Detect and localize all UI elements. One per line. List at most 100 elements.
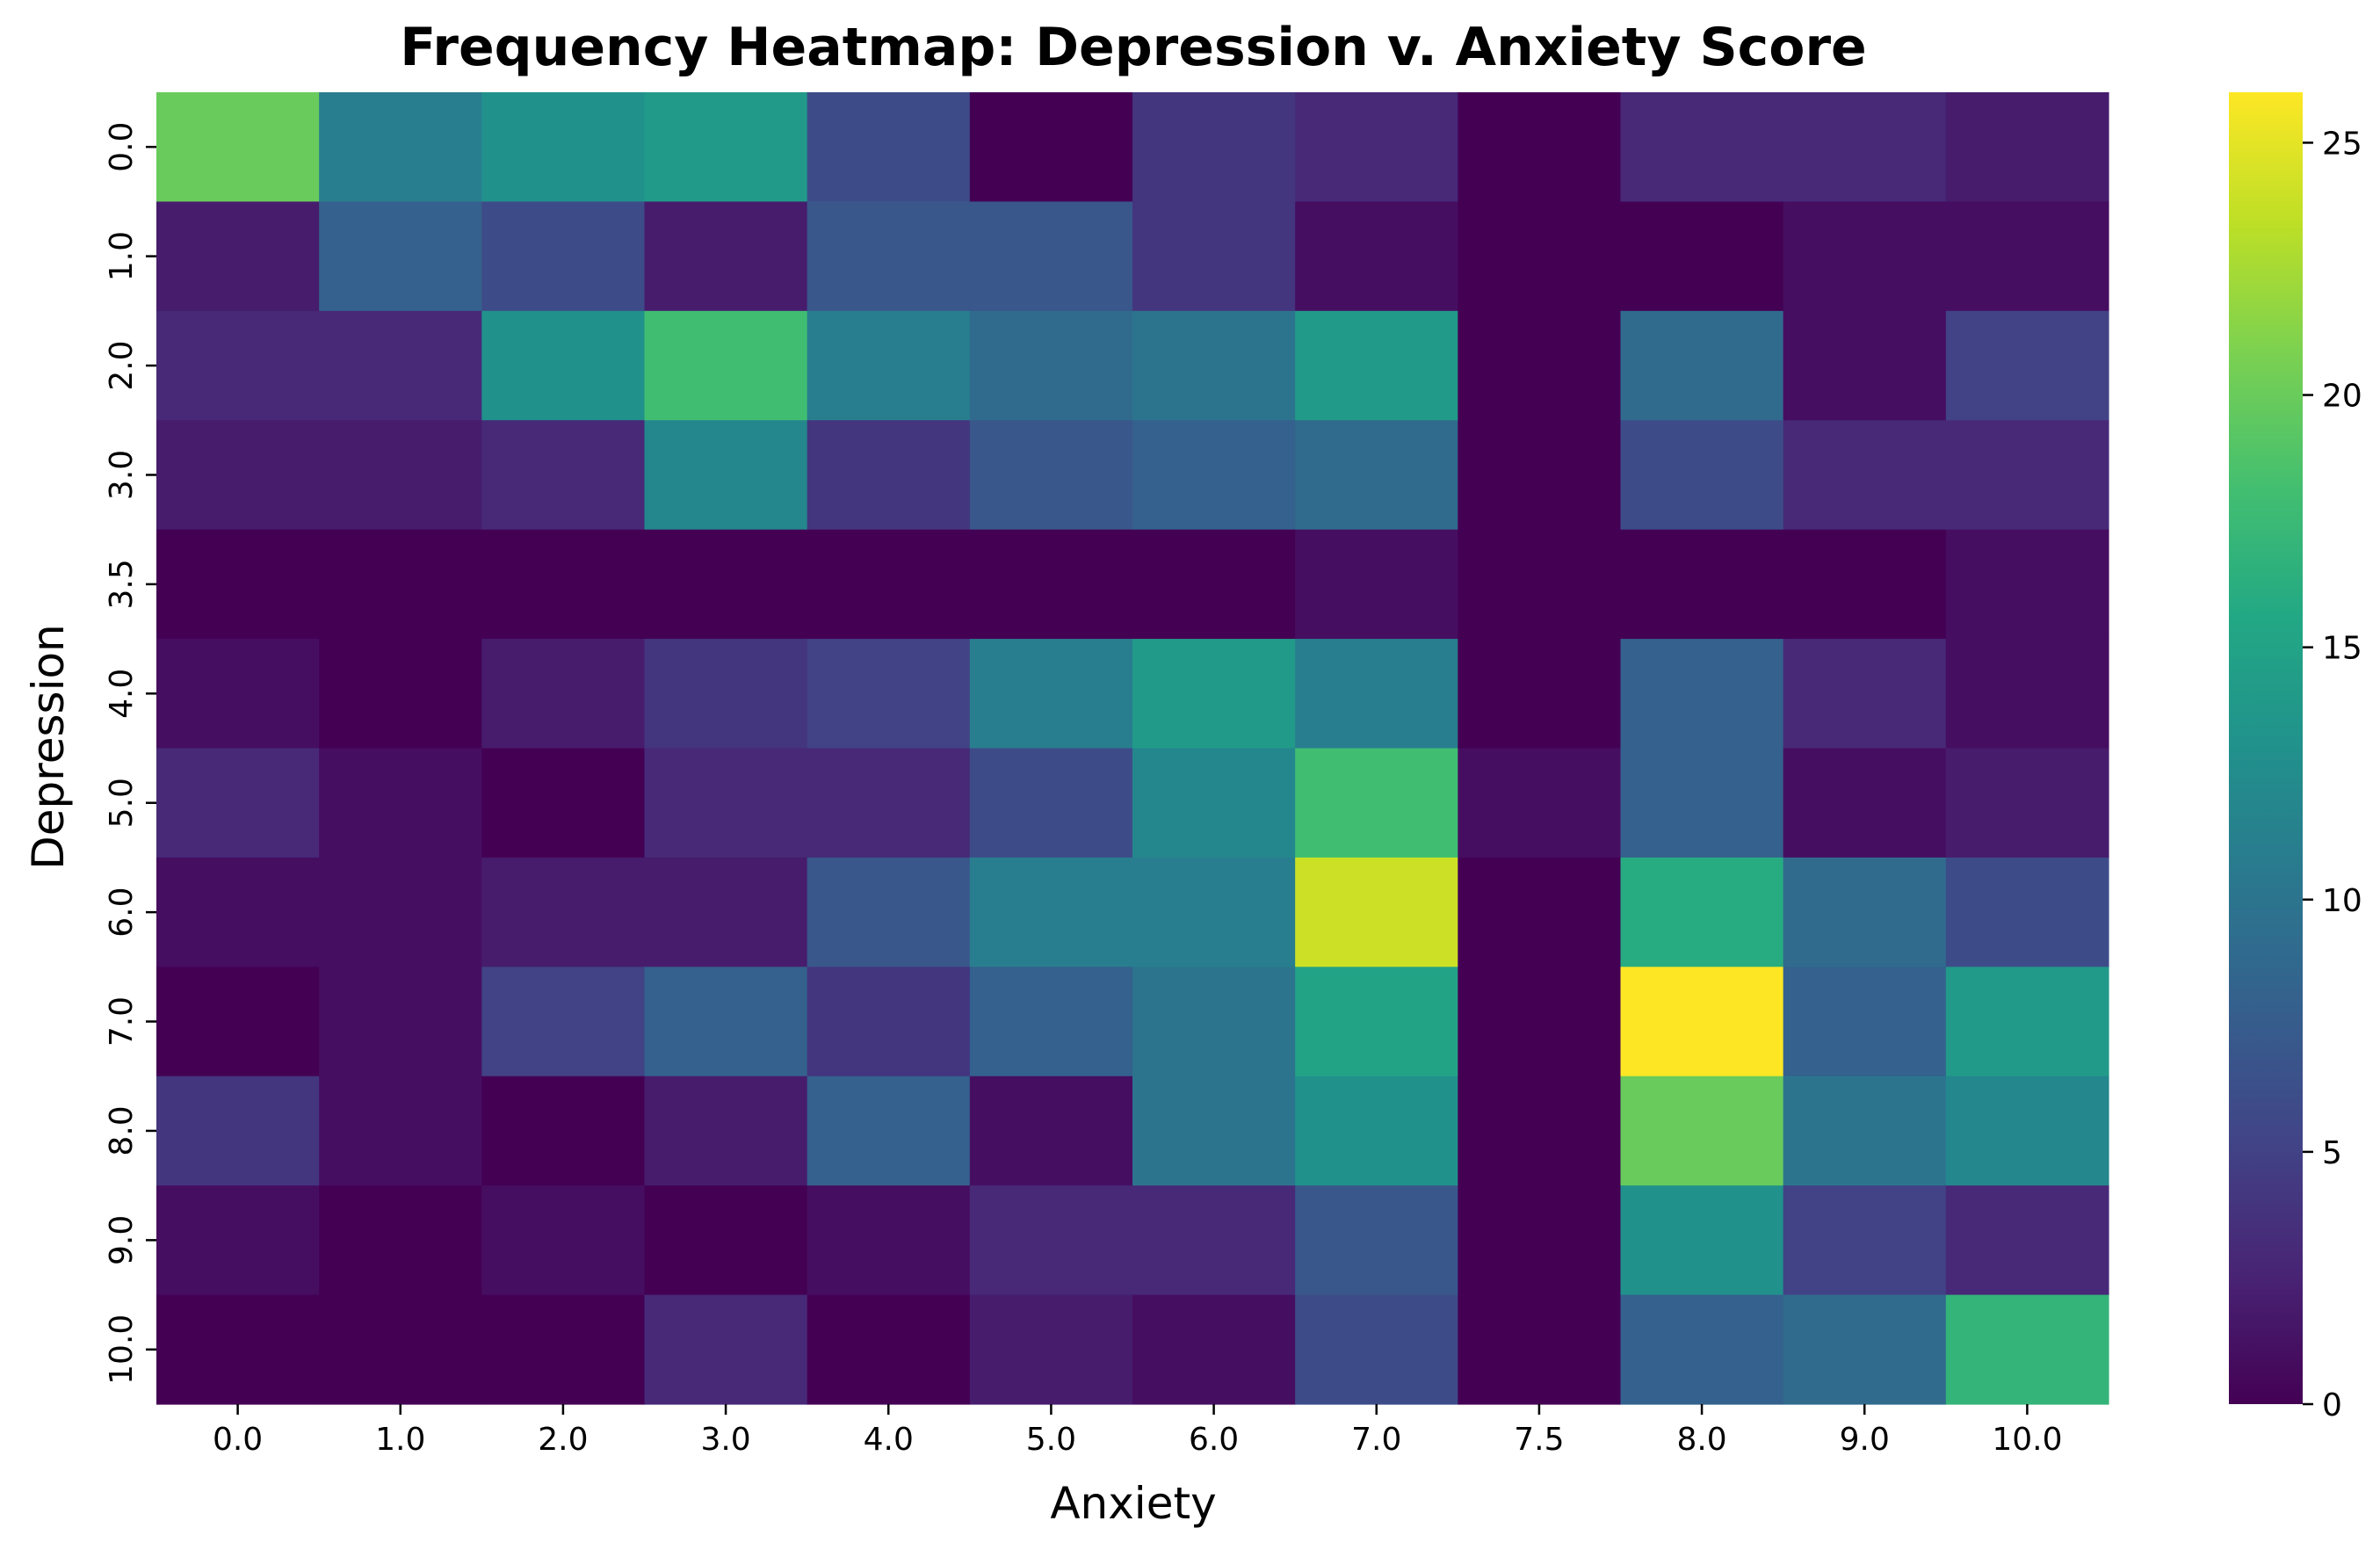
heatmap-cell	[1945, 529, 2109, 640]
heatmap-cell	[1132, 310, 1296, 421]
heatmap-cell	[644, 639, 808, 750]
y-tick-label: 2.0	[104, 340, 140, 390]
y-tick-label: 6.0	[104, 887, 140, 937]
heatmap-cell	[969, 420, 1133, 531]
heatmap-cell	[969, 1076, 1133, 1186]
heatmap-cell	[1620, 420, 1784, 531]
heatmap-cell	[1783, 92, 1947, 203]
heatmap-cell	[1295, 1294, 1458, 1405]
colorbar-tick-label: 20	[2322, 379, 2362, 415]
heatmap-cell	[1458, 748, 1622, 858]
heatmap-cell	[319, 1185, 482, 1296]
heatmap-cell	[1945, 1294, 2109, 1405]
x-tick-label: 4.0	[864, 1422, 914, 1458]
heatmap-cell	[1132, 420, 1296, 531]
heatmap-cell	[481, 1185, 646, 1296]
heatmap-cell	[1132, 1076, 1296, 1186]
heatmap-cell	[807, 748, 971, 858]
heatmap-cell	[1458, 1185, 1622, 1296]
heatmap-cell	[319, 1294, 482, 1405]
heatmap-cell	[807, 639, 971, 750]
heatmap-cell	[1458, 1294, 1622, 1405]
x-tick-label: 3.0	[700, 1422, 750, 1458]
heatmap-cell	[481, 639, 646, 750]
heatmap-cell	[1295, 92, 1458, 203]
heatmap-cell	[481, 310, 646, 421]
x-tick-label: 9.0	[1840, 1422, 1890, 1458]
heatmap-cell	[807, 967, 971, 1077]
heatmap-cell	[481, 201, 646, 312]
heatmap-cell	[1620, 967, 1784, 1077]
heatmap-cell	[1458, 420, 1622, 531]
heatmap-cell	[644, 310, 808, 421]
heatmap-cell	[1295, 1076, 1458, 1186]
heatmap-cell	[1620, 92, 1784, 203]
heatmap-cell	[319, 529, 482, 640]
x-tick-label: 10.0	[1992, 1422, 2062, 1458]
heatmap-cell	[644, 857, 808, 967]
heatmap-cell	[1458, 92, 1622, 203]
heatmap-cell	[481, 529, 646, 640]
heatmap-cell	[1783, 310, 1947, 421]
heatmap-cell	[319, 857, 482, 967]
heatmap-cell	[807, 92, 971, 203]
heatmap-cell	[156, 529, 320, 640]
heatmap-cell	[969, 201, 1133, 312]
heatmap-cell	[644, 967, 808, 1077]
heatmap-cell	[481, 420, 646, 531]
heatmap-cell	[1783, 201, 1947, 312]
heatmap-cell	[156, 420, 320, 531]
heatmap-cell	[319, 967, 482, 1077]
heatmap-cell	[807, 1185, 971, 1296]
heatmap-cell	[1295, 857, 1458, 967]
heatmap-cell	[807, 310, 971, 421]
y-tick-label: 4.0	[104, 669, 140, 719]
colorbar	[2229, 92, 2303, 1404]
heatmap-cell	[807, 201, 971, 312]
colorbar-tick-label: 15	[2322, 631, 2362, 667]
colorbar-ticks: 0 5 10 15 20 25	[2303, 126, 2362, 1423]
colorbar-tick-label: 10	[2322, 883, 2362, 919]
heatmap-cell	[156, 92, 320, 203]
heatmap-cell	[1295, 639, 1458, 750]
heatmap-cell	[807, 420, 971, 531]
heatmap-cell	[1295, 1185, 1458, 1296]
colorbar-tick-label: 0	[2322, 1387, 2342, 1423]
heatmap-cell	[1295, 310, 1458, 421]
heatmap-cell	[1945, 967, 2109, 1077]
heatmap-cell	[1945, 420, 2109, 531]
heatmap-cell	[1783, 529, 1947, 640]
heatmap-cell	[1620, 1185, 1784, 1296]
heatmap-cell	[1132, 1185, 1296, 1296]
heatmap-cell	[1295, 748, 1458, 858]
chart-title: Frequency Heatmap: Depression v. Anxiety…	[400, 17, 1867, 78]
heatmap-cell	[1458, 857, 1622, 967]
heatmap-cell	[969, 639, 1133, 750]
heatmap-cell	[1620, 1294, 1784, 1405]
heatmap-cell	[644, 529, 808, 640]
y-tick-label: 3.0	[104, 450, 140, 500]
heatmap-cell	[156, 201, 320, 312]
heatmap-cell	[1945, 92, 2109, 203]
heatmap-cell	[644, 420, 808, 531]
heatmap-cell	[1620, 310, 1784, 421]
heatmap-cell	[1295, 420, 1458, 531]
heatmap-cell	[156, 748, 320, 858]
heatmap-cell	[319, 201, 482, 312]
x-tick-label: 6.0	[1189, 1422, 1239, 1458]
heatmap-cell	[969, 529, 1133, 640]
heatmap-cell	[156, 857, 320, 967]
x-tick-label: 1.0	[375, 1422, 425, 1458]
x-axis-label: Anxiety	[1050, 1478, 1216, 1529]
heatmap-cell	[481, 748, 646, 858]
heatmap-cell	[156, 310, 320, 421]
y-tick-label: 5.0	[104, 778, 140, 828]
heatmap-cell	[319, 1076, 482, 1186]
heatmap-cell	[969, 1294, 1133, 1405]
heatmap-cell	[1458, 310, 1622, 421]
heatmap-cell	[644, 748, 808, 858]
heatmap-cell	[481, 92, 646, 203]
x-tick-label: 0.0	[213, 1422, 263, 1458]
colorbar-tick-label: 25	[2322, 126, 2362, 162]
y-tick-label: 1.0	[104, 231, 140, 281]
